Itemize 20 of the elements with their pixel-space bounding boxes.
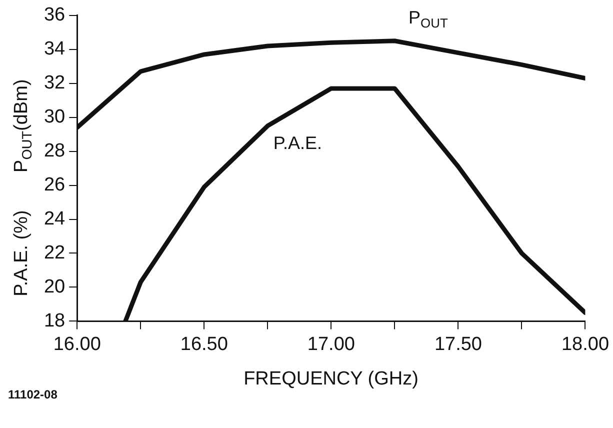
y-tick-label: 18 [44,310,66,332]
x-tick-label: 16.50 [180,334,228,355]
y-tick-label: 30 [44,106,66,128]
y-tick-label: 32 [44,72,66,94]
series-label: P.A.E. [273,132,322,153]
x-tick-label: 17.00 [307,334,355,355]
x-axis-title: FREQUENCY (GHz) [244,368,418,390]
y-tick-label: 26 [44,174,66,196]
text: P.A.E. (%) [11,210,32,296]
y-tick-label: 28 [44,140,66,162]
y-tick-label: 22 [44,242,66,264]
x-tick-label: 16.00 [53,334,101,355]
y-axis-title: POUT(dBm) [11,79,34,172]
y-tick-label: 34 [44,38,66,60]
x-tick-label: 18.00 [561,334,609,355]
x-tick-label: 17.50 [434,334,482,355]
text: 11102-08 [8,388,58,402]
y-tick-label: 20 [44,276,66,298]
y-tick-label: 36 [44,4,66,26]
y-tick-label: 24 [44,208,66,230]
